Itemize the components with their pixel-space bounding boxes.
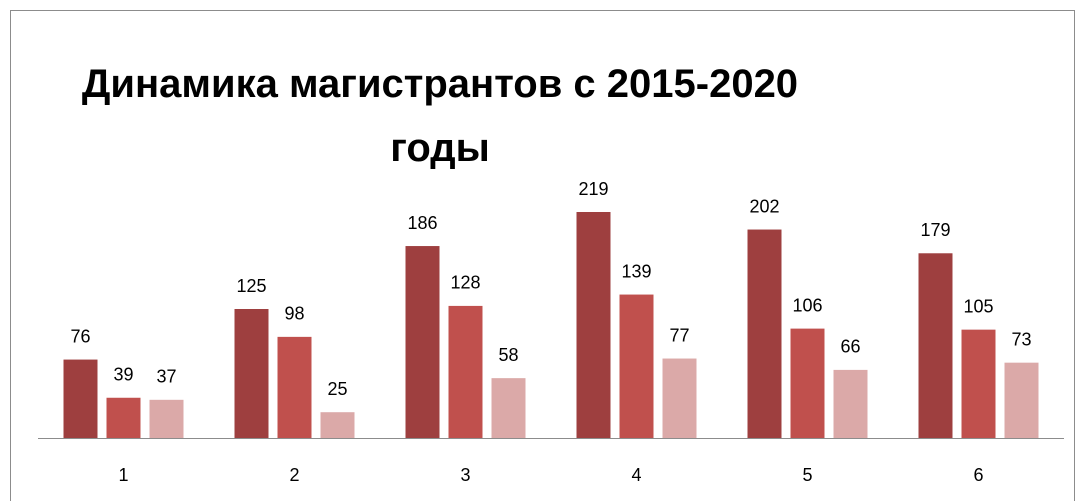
bar <box>106 397 141 438</box>
bar <box>448 305 483 438</box>
bar <box>833 369 868 438</box>
data-label: 25 <box>327 379 347 399</box>
data-label: 125 <box>236 276 266 296</box>
data-label: 58 <box>498 345 518 365</box>
bar <box>961 329 996 438</box>
bar <box>234 309 269 438</box>
data-label: 39 <box>113 365 133 385</box>
x-tick-label: 2 <box>289 465 299 485</box>
x-tick-label: 1 <box>118 465 128 485</box>
bar <box>149 399 184 438</box>
bar <box>1004 362 1039 438</box>
bar <box>491 378 526 438</box>
data-label: 37 <box>156 367 176 387</box>
data-label: 202 <box>749 196 779 216</box>
data-label: 76 <box>70 326 90 346</box>
bar <box>790 328 825 438</box>
bar <box>619 294 654 438</box>
data-label: 128 <box>450 273 480 293</box>
bar <box>747 229 782 438</box>
bar <box>918 253 953 438</box>
bar <box>277 336 312 438</box>
data-label: 106 <box>792 295 822 315</box>
data-label: 139 <box>621 261 651 281</box>
x-tick-label: 6 <box>973 465 983 485</box>
bar <box>63 359 98 438</box>
data-label: 73 <box>1011 329 1031 349</box>
x-tick-label: 5 <box>802 465 812 485</box>
frame <box>10 10 1075 501</box>
bar <box>576 212 611 438</box>
data-label: 219 <box>578 179 608 199</box>
data-label: 105 <box>963 296 993 316</box>
bar <box>405 246 440 438</box>
x-tick-label: 3 <box>460 465 470 485</box>
data-label: 186 <box>407 213 437 233</box>
x-tick-label: 4 <box>631 465 641 485</box>
bar <box>320 412 355 438</box>
data-label: 98 <box>284 304 304 324</box>
data-label: 179 <box>920 220 950 240</box>
bar <box>662 358 697 438</box>
chart-title: Динамика магистрантов с 2015-2020 годы <box>81 62 799 170</box>
data-label: 66 <box>840 337 860 357</box>
data-label: 77 <box>669 325 689 345</box>
